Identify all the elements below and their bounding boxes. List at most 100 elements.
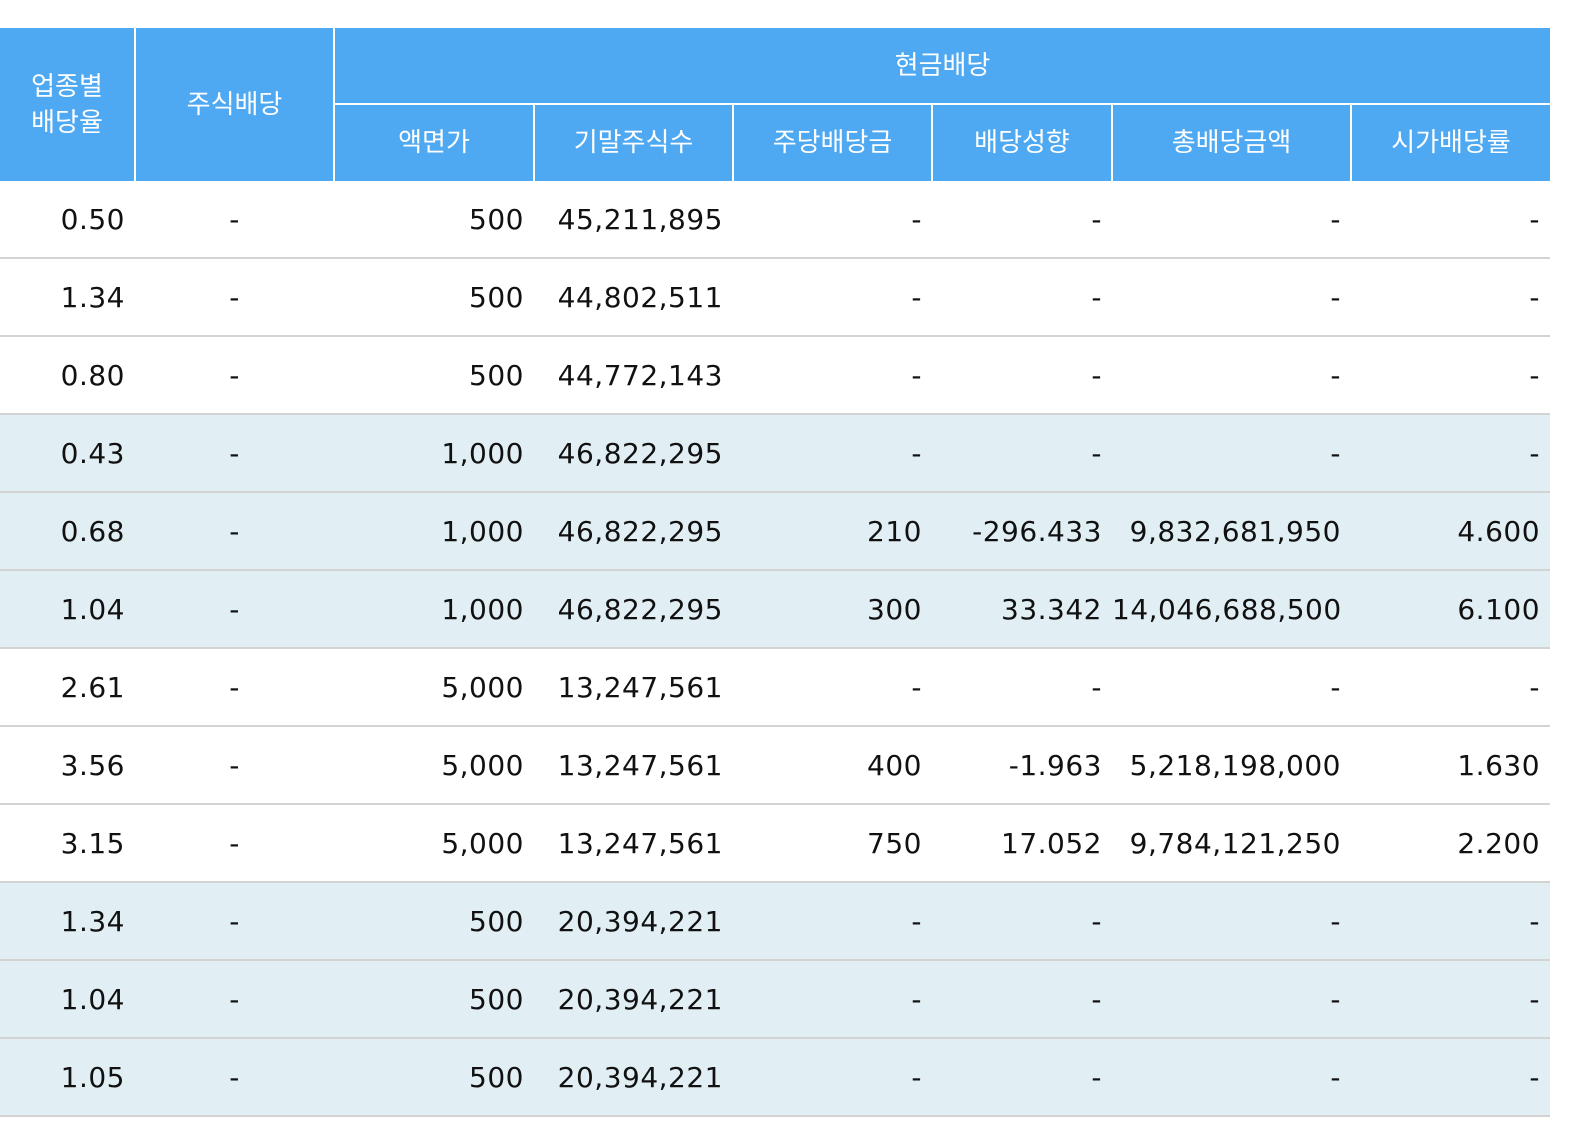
total-dividend-cell: - <box>1112 336 1351 415</box>
dividend-table-container: 업종별 배당율 주식배당 현금배당 액면가 기말주식수 주당배당금 배당성향 총… <box>0 28 1551 1117</box>
stock-dividend-cell: - <box>135 181 334 259</box>
par-value-cell: 5,000 <box>334 648 534 727</box>
dps-cell: 400 <box>733 726 932 805</box>
payout-ratio-cell: - <box>932 258 1112 337</box>
industry-rate-cell: 0.68 <box>0 492 135 571</box>
payout-ratio-cell: -296.433 <box>932 492 1112 571</box>
stock-dividend-cell: - <box>135 258 334 337</box>
table-row: 0.43-1,000 46,822,295- - - - <box>0 414 1551 493</box>
shares-cell: 45,211,895 <box>534 181 733 259</box>
header-dividend-per-share: 주당배당금 <box>732 104 932 181</box>
dps-cell: 750 <box>733 804 932 883</box>
industry-rate-cell: 0.80 <box>0 336 135 415</box>
payout-ratio-cell: - <box>932 414 1112 493</box>
dps-cell: - <box>733 336 932 415</box>
total-dividend-cell: - <box>1112 258 1351 337</box>
dps-cell: - <box>733 414 932 493</box>
par-value-cell: 500 <box>334 882 534 961</box>
table-row: 0.68-1,000 46,822,295 210 -296.433 9,832,681… <box>0 492 1551 571</box>
header-industry-dividend-rate-line1: 업종별 <box>31 71 103 102</box>
table-row: 0.80-500 44,772,143- - - - <box>0 336 1551 415</box>
table-header: 업종별 배당율 주식배당 현금배당 액면가 기말주식수 주당배당금 배당성향 총… <box>0 28 1551 181</box>
shares-cell: 13,247,561 <box>534 804 733 883</box>
payout-ratio-cell: - <box>932 882 1112 961</box>
shares-cell: 46,822,295 <box>534 570 733 649</box>
table-body: 0.50-500 45,211,895- - - -1.34-500 44,802,511… <box>0 181 1551 1117</box>
industry-rate-cell: 3.15 <box>0 804 135 883</box>
table-row: 1.05-500 20,394,221- - - - <box>0 1038 1551 1117</box>
dps-cell: - <box>733 960 932 1039</box>
stock-dividend-cell: - <box>135 648 334 727</box>
industry-rate-cell: 1.04 <box>0 960 135 1039</box>
total-dividend-cell: - <box>1112 882 1351 961</box>
payout-ratio-cell: -1.963 <box>932 726 1112 805</box>
stock-dividend-cell: - <box>135 492 334 571</box>
yield-cell: - <box>1351 414 1551 493</box>
header-shares-outstanding: 기말주식수 <box>533 104 733 181</box>
total-dividend-cell: - <box>1112 960 1351 1039</box>
industry-rate-cell: 0.43 <box>0 414 135 493</box>
stock-dividend-cell: - <box>135 960 334 1039</box>
par-value-cell: 500 <box>334 1038 534 1117</box>
total-dividend-cell: 5,218,198,000 <box>1112 726 1351 805</box>
par-value-cell: 500 <box>334 960 534 1039</box>
shares-cell: 46,822,295 <box>534 414 733 493</box>
header-dividend-yield: 시가배당률 <box>1349 104 1551 181</box>
table-row: 1.04-1,000 46,822,295 300 33.342 14,046,688,… <box>0 570 1551 649</box>
par-value-cell: 1,000 <box>334 570 534 649</box>
payout-ratio-cell: - <box>932 336 1112 415</box>
yield-cell: 2.200 <box>1351 804 1551 883</box>
dps-cell: 300 <box>733 570 932 649</box>
table-row: 0.50-500 45,211,895- - - - <box>0 181 1551 259</box>
total-dividend-cell: 9,784,121,250 <box>1112 804 1351 883</box>
header-payout-ratio: 배당성향 <box>931 104 1112 181</box>
industry-rate-cell: 3.56 <box>0 726 135 805</box>
par-value-cell: 1,000 <box>334 492 534 571</box>
total-dividend-cell: - <box>1112 181 1351 259</box>
shares-cell: 20,394,221 <box>534 1038 733 1117</box>
header-industry-dividend-rate-line2: 배당율 <box>31 107 103 138</box>
shares-cell: 44,772,143 <box>534 336 733 415</box>
stock-dividend-cell: - <box>135 882 334 961</box>
payout-ratio-cell: - <box>932 960 1112 1039</box>
dps-cell: - <box>733 258 932 337</box>
shares-cell: 13,247,561 <box>534 648 733 727</box>
industry-rate-cell: 1.04 <box>0 570 135 649</box>
industry-rate-cell: 0.50 <box>0 181 135 259</box>
header-stock-dividend: 주식배당 <box>134 28 334 181</box>
table-row: 3.56-5,000 13,247,561 400 -1.963 5,218,198,0… <box>0 726 1551 805</box>
dps-cell: - <box>733 882 932 961</box>
dps-cell: - <box>733 648 932 727</box>
stock-dividend-cell: - <box>135 1038 334 1117</box>
shares-cell: 20,394,221 <box>534 882 733 961</box>
shares-cell: 13,247,561 <box>534 726 733 805</box>
payout-ratio-cell: 33.342 <box>932 570 1112 649</box>
par-value-cell: 500 <box>334 181 534 259</box>
dps-cell: - <box>733 1038 932 1117</box>
total-dividend-cell: 9,832,681,950 <box>1112 492 1351 571</box>
yield-cell: - <box>1351 960 1551 1039</box>
shares-cell: 20,394,221 <box>534 960 733 1039</box>
par-value-cell: 500 <box>334 336 534 415</box>
industry-rate-cell: 1.05 <box>0 1038 135 1117</box>
stock-dividend-cell: - <box>135 336 334 415</box>
yield-cell: - <box>1351 648 1551 727</box>
shares-cell: 44,802,511 <box>534 258 733 337</box>
dps-cell: - <box>733 181 932 259</box>
header-industry-dividend-rate: 업종별 배당율 <box>0 28 135 181</box>
yield-cell: - <box>1351 258 1551 337</box>
total-dividend-cell: - <box>1112 648 1351 727</box>
yield-cell: - <box>1351 336 1551 415</box>
par-value-cell: 500 <box>334 258 534 337</box>
header-cash-dividend: 현금배당 <box>332 28 1551 105</box>
yield-cell: - <box>1351 1038 1551 1117</box>
table-row: 1.04-500 20,394,221- - - - <box>0 960 1551 1039</box>
par-value-cell: 5,000 <box>334 804 534 883</box>
header-par-value: 액면가 <box>333 104 534 181</box>
dividend-table: 업종별 배당율 주식배당 현금배당 액면가 기말주식수 주당배당금 배당성향 총… <box>0 28 1551 1117</box>
stock-dividend-cell: - <box>135 726 334 805</box>
yield-cell: 4.600 <box>1351 492 1551 571</box>
yield-cell: - <box>1351 882 1551 961</box>
total-dividend-cell: - <box>1112 414 1351 493</box>
industry-rate-cell: 1.34 <box>0 882 135 961</box>
